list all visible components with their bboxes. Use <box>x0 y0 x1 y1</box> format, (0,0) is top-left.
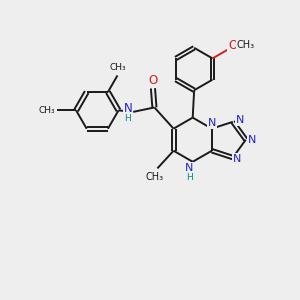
Text: CH₃: CH₃ <box>110 63 126 72</box>
Text: N: N <box>185 163 193 173</box>
Text: CH₃: CH₃ <box>237 40 255 50</box>
Text: CH₃: CH₃ <box>146 172 164 182</box>
Text: O: O <box>148 74 158 87</box>
Text: H: H <box>186 172 193 182</box>
Text: H: H <box>124 114 131 123</box>
Text: N: N <box>233 154 242 164</box>
Text: N: N <box>236 116 244 125</box>
Text: O: O <box>228 39 237 52</box>
Text: N: N <box>208 118 216 128</box>
Text: CH₃: CH₃ <box>38 106 55 115</box>
Text: N: N <box>248 135 256 145</box>
Text: N: N <box>124 102 132 115</box>
